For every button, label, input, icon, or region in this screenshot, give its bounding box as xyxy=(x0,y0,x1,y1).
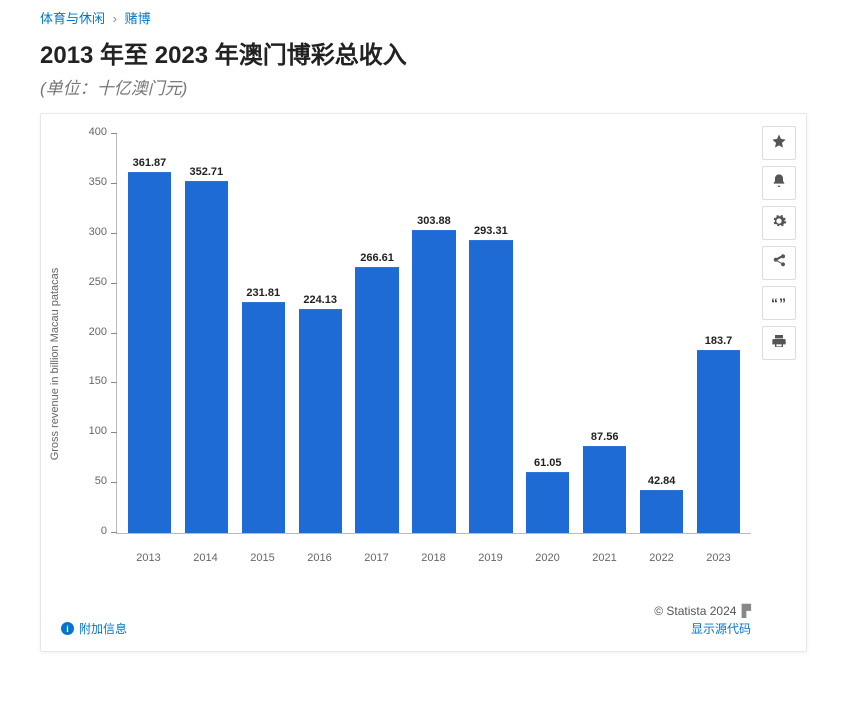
bar-value-label: 303.88 xyxy=(417,215,451,227)
x-tick-label: 2015 xyxy=(234,552,291,564)
notify-button[interactable] xyxy=(762,166,796,200)
bar-value-label: 61.05 xyxy=(534,457,562,469)
x-tick-label: 2023 xyxy=(690,552,747,564)
y-tick: 100 xyxy=(117,432,751,433)
page-title: 2013 年至 2023 年澳门博彩总收入 xyxy=(40,35,807,70)
page-subtitle: (单位：十亿澳门元) xyxy=(40,74,807,99)
bar-slot: 361.87 xyxy=(121,134,178,533)
share-icon xyxy=(771,253,787,273)
y-tick-label: 300 xyxy=(89,226,107,238)
y-axis-label: Gross revenue in billion Macau patacas xyxy=(49,268,61,461)
print-button[interactable] xyxy=(762,326,796,360)
bar-value-label: 293.31 xyxy=(474,225,508,237)
y-tick: 0 xyxy=(117,532,751,533)
x-tick-label: 2016 xyxy=(291,552,348,564)
show-source-link[interactable]: 显示源代码 xyxy=(654,620,751,637)
side-toolbar: “” xyxy=(762,126,796,360)
breadcrumb-level1[interactable]: 体育与休闲 xyxy=(40,11,105,26)
bar[interactable]: 183.7 xyxy=(697,350,740,533)
y-tick: 50 xyxy=(117,482,751,483)
y-tick: 150 xyxy=(117,382,751,383)
bar-slot: 293.31 xyxy=(462,134,519,533)
y-tick: 350 xyxy=(117,183,751,184)
breadcrumb-separator: › xyxy=(113,11,117,26)
copyright-text: © Statista 2024 ▛ xyxy=(654,604,751,618)
x-tick-label: 2017 xyxy=(348,552,405,564)
footer-right: © Statista 2024 ▛ 显示源代码 xyxy=(654,604,751,637)
bars-container: 361.87 352.71 231.81 224.13 266.61 303.88 293.… xyxy=(117,134,751,533)
y-tick: 200 xyxy=(117,333,751,334)
y-tick-label: 200 xyxy=(89,326,107,338)
y-tick: 400 xyxy=(117,133,751,134)
y-tick-label: 150 xyxy=(89,375,107,387)
bar[interactable]: 293.31 xyxy=(469,240,512,533)
chart-area: Gross revenue in billion Macau patacas 3… xyxy=(61,134,751,594)
bar-slot: 352.71 xyxy=(178,134,235,533)
y-tick-label: 400 xyxy=(89,126,107,138)
bar-slot: 183.7 xyxy=(690,134,747,533)
bar[interactable]: 87.56 xyxy=(583,446,626,533)
y-tick-label: 100 xyxy=(89,425,107,437)
page-container: 体育与休闲 › 赌博 2013 年至 2023 年澳门博彩总收入 (单位：十亿澳… xyxy=(0,0,847,652)
bell-icon xyxy=(771,173,787,193)
y-tick-label: 50 xyxy=(95,475,107,487)
chart-card: Gross revenue in billion Macau patacas 3… xyxy=(40,113,807,652)
star-icon xyxy=(771,133,787,153)
x-axis-labels: 2013201420152016201720182019202020212022… xyxy=(116,552,751,564)
bar[interactable]: 224.13 xyxy=(299,309,342,533)
bar-slot: 87.56 xyxy=(576,134,633,533)
cite-button[interactable]: “” xyxy=(762,286,796,320)
y-tick: 250 xyxy=(117,283,751,284)
bar-slot: 42.84 xyxy=(633,134,690,533)
bar[interactable]: 266.61 xyxy=(355,267,398,533)
share-button[interactable] xyxy=(762,246,796,280)
bar-value-label: 352.71 xyxy=(190,166,224,178)
bar[interactable]: 231.81 xyxy=(242,302,285,533)
flag-icon: ▛ xyxy=(738,604,751,618)
bar[interactable]: 361.87 xyxy=(128,172,171,533)
settings-button[interactable] xyxy=(762,206,796,240)
favorite-button[interactable] xyxy=(762,126,796,160)
x-tick-label: 2021 xyxy=(576,552,633,564)
bar-slot: 303.88 xyxy=(406,134,463,533)
quote-icon: “” xyxy=(771,295,787,311)
chart-plot: 361.87 352.71 231.81 224.13 266.61 303.88 293.… xyxy=(116,134,751,534)
x-tick-label: 2020 xyxy=(519,552,576,564)
x-tick-label: 2013 xyxy=(120,552,177,564)
bar[interactable]: 42.84 xyxy=(640,490,683,533)
additional-info-label: 附加信息 xyxy=(79,620,127,637)
additional-info-link[interactable]: i 附加信息 xyxy=(61,620,127,637)
y-tick-label: 350 xyxy=(89,176,107,188)
chart-footer: i 附加信息 © Statista 2024 ▛ 显示源代码 xyxy=(61,604,751,637)
bar[interactable]: 352.71 xyxy=(185,181,228,533)
bar-slot: 224.13 xyxy=(292,134,349,533)
y-tick-label: 250 xyxy=(89,276,107,288)
info-icon: i xyxy=(61,622,74,635)
bar-value-label: 224.13 xyxy=(303,294,337,306)
bar-slot: 61.05 xyxy=(519,134,576,533)
breadcrumb: 体育与休闲 › 赌博 xyxy=(40,8,807,27)
bar-value-label: 266.61 xyxy=(360,252,394,264)
x-tick-label: 2018 xyxy=(405,552,462,564)
x-tick-label: 2022 xyxy=(633,552,690,564)
x-tick-label: 2019 xyxy=(462,552,519,564)
breadcrumb-level2[interactable]: 赌博 xyxy=(125,11,151,26)
x-tick-label: 2014 xyxy=(177,552,234,564)
y-tick: 300 xyxy=(117,233,751,234)
print-icon xyxy=(771,333,787,353)
bar-value-label: 183.7 xyxy=(705,335,733,347)
bar-slot: 266.61 xyxy=(349,134,406,533)
gear-icon xyxy=(771,213,787,233)
y-tick-label: 0 xyxy=(101,525,107,537)
bar-value-label: 361.87 xyxy=(133,157,167,169)
bar-slot: 231.81 xyxy=(235,134,292,533)
bar-value-label: 231.81 xyxy=(246,287,280,299)
